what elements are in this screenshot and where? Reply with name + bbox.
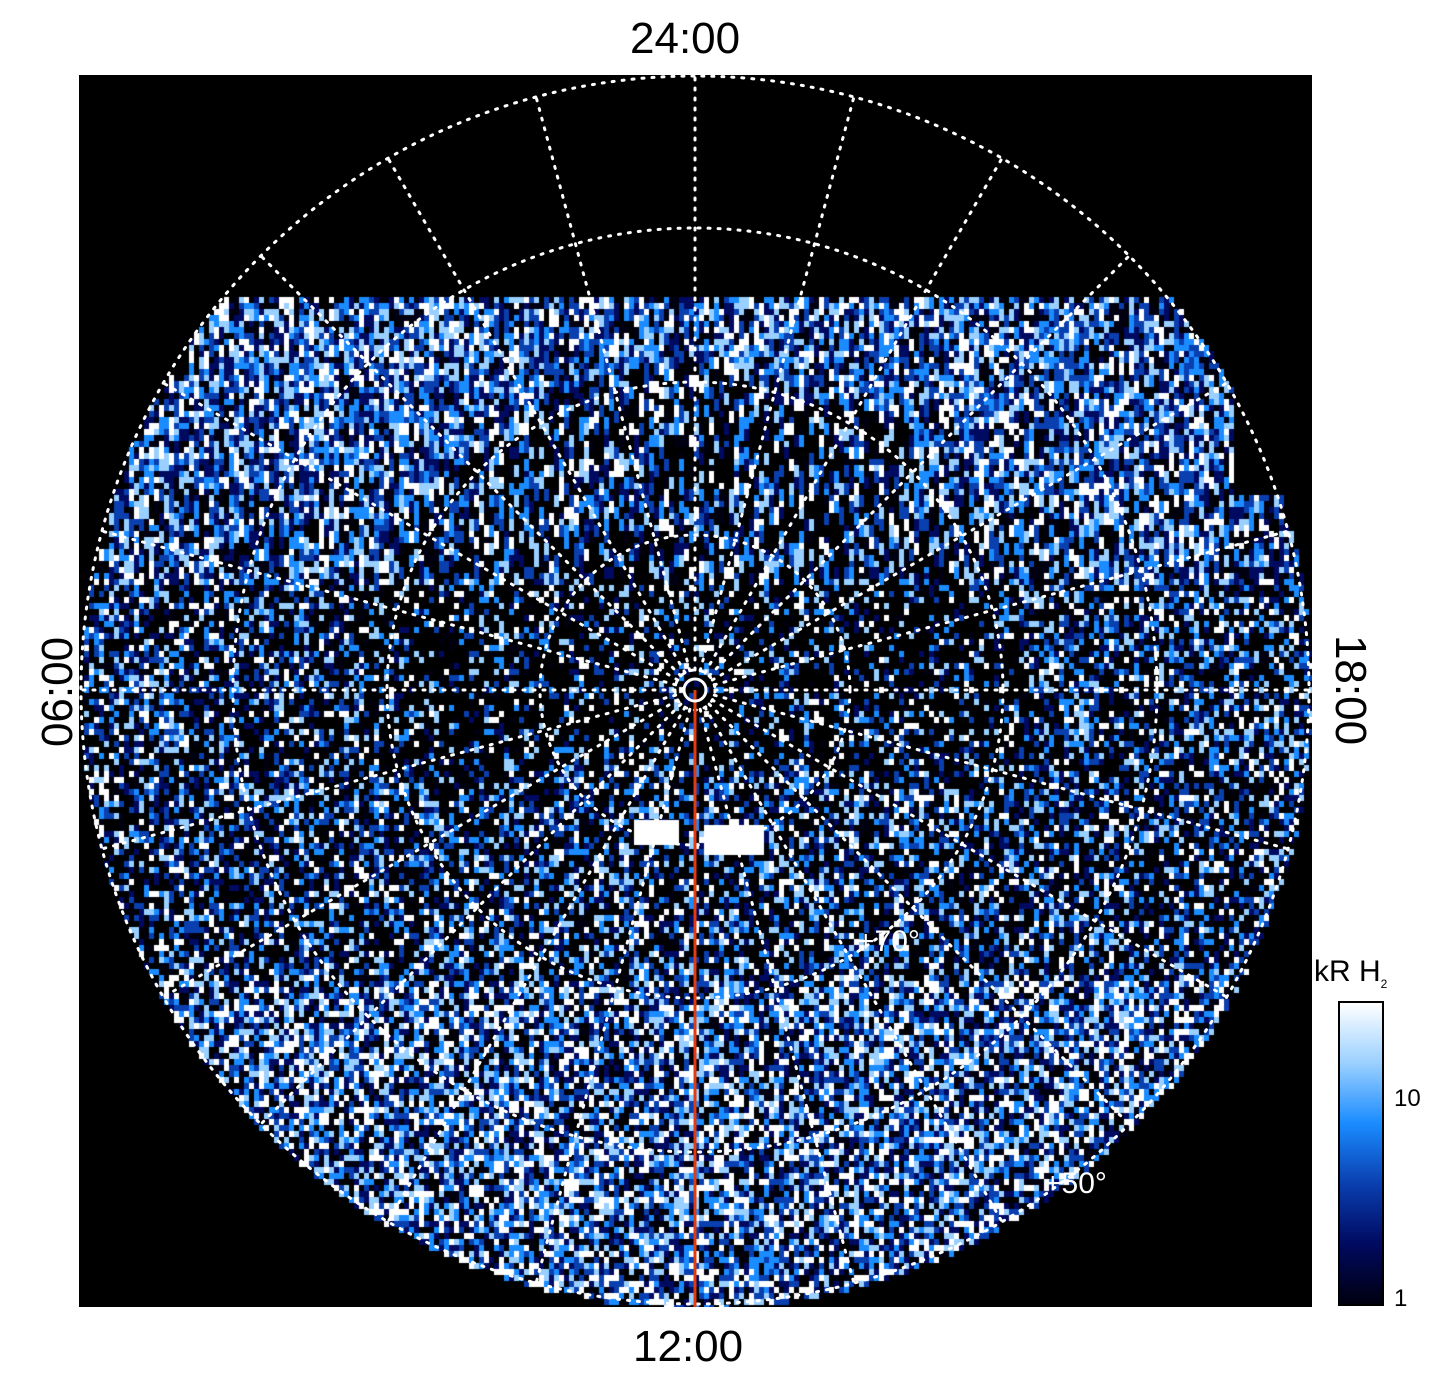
local-time-label-left: 06:00 xyxy=(33,636,82,748)
meridian-line xyxy=(386,705,687,1224)
meridian-line xyxy=(707,702,1131,1126)
local-time-label-right: 18:00 xyxy=(1326,634,1375,746)
colorbar-title-subscript: 2 xyxy=(1380,977,1388,991)
meridian-line xyxy=(710,381,1229,682)
meridian-line xyxy=(386,156,687,675)
colorbar-tick-10: 10 xyxy=(1394,1085,1421,1112)
meridian-line xyxy=(710,698,1229,999)
local-time-label-bottom: 12:00 xyxy=(633,1322,744,1371)
colorbar-title-text: kR H xyxy=(1314,955,1381,988)
latitude-circle xyxy=(385,380,1005,1000)
polar-grid xyxy=(79,75,1311,1307)
meridian-line xyxy=(100,529,678,687)
colorbar xyxy=(1338,1001,1384,1306)
meridian-line xyxy=(712,529,1290,687)
pole-marker xyxy=(682,677,708,703)
polar-projection-plot: +70° +50° xyxy=(79,75,1312,1307)
meridian-line xyxy=(698,95,856,673)
meridian-line xyxy=(161,698,680,999)
meridian-line xyxy=(534,95,692,673)
meridian-line xyxy=(161,381,680,682)
local-time-label-top: 24:00 xyxy=(630,14,741,63)
latitude-label-50: +50° xyxy=(1044,1167,1107,1200)
colorbar-title: kR H2 xyxy=(1314,955,1387,991)
meridian-line xyxy=(534,707,692,1285)
meridian-line xyxy=(259,702,683,1126)
meridian-line xyxy=(259,254,683,678)
colorbar-tick-1: 1 xyxy=(1394,1285,1408,1312)
meridian-line xyxy=(698,707,856,1285)
latitude-circle xyxy=(79,75,1311,1306)
meridian-line xyxy=(703,156,1004,675)
latitude-label-70: +70° xyxy=(857,925,920,958)
meridian-line xyxy=(712,693,1290,851)
meridian-line xyxy=(707,254,1131,678)
meridian-line xyxy=(100,693,678,851)
meridian-line xyxy=(703,705,1004,1224)
